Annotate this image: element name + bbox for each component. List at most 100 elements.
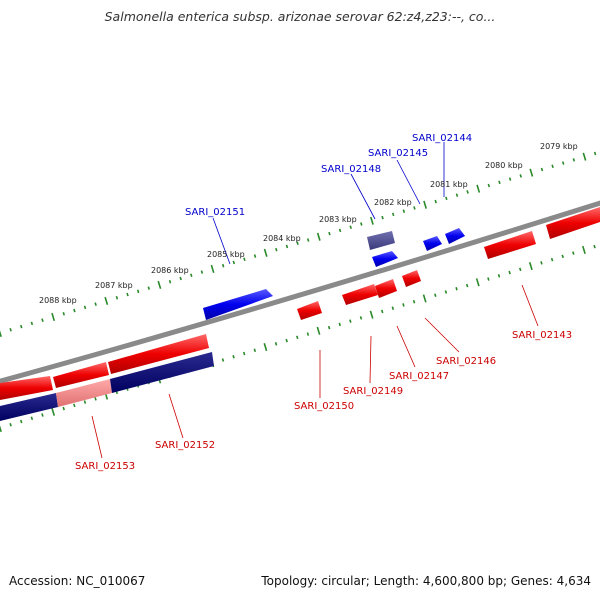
scale-tick: [497, 274, 501, 278]
scale-tick: [157, 280, 162, 289]
scale-tick: [232, 354, 235, 359]
gene-label-sari-02151[interactable]: SARI_02151: [185, 207, 245, 218]
scale-tick: [413, 206, 416, 210]
scale-tick: [529, 168, 534, 177]
scale-tick: [285, 338, 288, 343]
scale-label: 2087 kbp: [95, 281, 133, 290]
scale-label: 2088 kbp: [39, 296, 77, 305]
leader-sari-02143: [521, 284, 539, 327]
gene-label-sari-02145[interactable]: SARI_02145: [368, 148, 428, 159]
gene-sari-02148-slate[interactable]: [367, 231, 395, 250]
scale-tick: [593, 244, 596, 249]
gene-sari-02153-navy[interactable]: [0, 393, 58, 421]
scale-tick: [73, 308, 76, 313]
gene-label-sari-02153[interactable]: SARI_02153: [75, 461, 135, 472]
gene-sari-02148[interactable]: [372, 251, 398, 267]
scale-tick: [338, 322, 341, 327]
scale-tick: [83, 305, 87, 310]
scale-tick: [582, 245, 586, 254]
scale-tick: [455, 193, 459, 197]
gene-label-sari-02152[interactable]: SARI_02152: [155, 440, 215, 451]
scale-tick: [9, 422, 12, 427]
gene-label-sari-02149[interactable]: SARI_02149: [343, 386, 403, 397]
scale-tick: [465, 283, 469, 288]
gene-sari-02151[interactable]: [203, 289, 273, 320]
scale-tick: [126, 292, 129, 297]
scale-tick: [62, 312, 65, 316]
scale-label: 2082 kbp: [374, 198, 412, 207]
genome-summary: Topology: circular; Length: 4,600,800 bp…: [261, 574, 591, 588]
scale-tick: [540, 167, 544, 172]
gene-sari-02153-red[interactable]: [0, 376, 53, 400]
scale-tick: [572, 158, 576, 162]
leader-sari-02152: [168, 393, 184, 439]
scale-tick: [381, 215, 384, 220]
scale-tick: [349, 319, 352, 323]
scale-tick: [572, 251, 575, 255]
scale-label: 2086 kbp: [151, 266, 189, 275]
gene-label-sari-02148[interactable]: SARI_02148: [321, 164, 381, 175]
gene-sari-02152-red-2[interactable]: [108, 334, 209, 374]
accession-label: Accession: NC_010067: [9, 574, 146, 588]
gene-sari-02143[interactable]: [484, 231, 536, 259]
scale-tick: [306, 332, 310, 336]
scale-tick: [328, 231, 331, 236]
scale-tick: [370, 216, 374, 225]
gene-sari-02152-red[interactable]: [53, 362, 109, 388]
gene-label-sari-02146[interactable]: SARI_02146: [436, 356, 496, 367]
scale-tick: [263, 342, 268, 352]
scale-tick: [296, 241, 299, 246]
leader-sari-02149: [369, 335, 372, 384]
reverse-genes: [0, 207, 600, 421]
gene-sari-02147[interactable]: [375, 279, 397, 298]
scale-tick: [275, 247, 278, 252]
scale-tick: [190, 273, 193, 278]
gene-label-sari-02147[interactable]: SARI_02147: [389, 371, 449, 382]
gene-sari-02149[interactable]: [342, 284, 378, 305]
scale-tick: [487, 277, 490, 281]
gene-sari-02143-2[interactable]: [546, 207, 600, 239]
scale-label: 2081 kbp: [430, 180, 468, 189]
scale-label: 2083 kbp: [319, 215, 357, 224]
scale-tick: [51, 312, 56, 322]
scale-tick: [296, 335, 299, 340]
scale-tick: [359, 316, 363, 320]
gene-sari-02144[interactable]: [445, 228, 465, 244]
gene-sari-02146[interactable]: [402, 270, 421, 287]
scale-tick: [519, 174, 522, 178]
scale-tick: [434, 293, 437, 297]
scale-tick: [51, 407, 56, 416]
scale-tick: [221, 358, 225, 362]
leader-sari-02147: [396, 325, 416, 368]
scale-tick: [466, 190, 469, 194]
scale-tick: [338, 228, 342, 233]
gene-sari-02152-navy[interactable]: [110, 352, 214, 393]
scale-tick: [455, 286, 458, 291]
scale-tick: [519, 267, 522, 272]
leader-sari-02153: [91, 415, 103, 459]
leader-sari-02145: [396, 159, 421, 205]
scale-tick: [147, 286, 151, 290]
scale-tick: [115, 295, 119, 300]
scale-tick: [41, 318, 44, 322]
gene-label-sari-02143[interactable]: SARI_02143: [512, 330, 572, 341]
scale-tick: [444, 290, 448, 294]
scale-tick: [316, 326, 321, 335]
gene-sari-02150[interactable]: [297, 301, 322, 320]
scale-tick: [210, 264, 215, 273]
forward-gene-labels: SARI_02144 SARI_02145 SARI_02148 SARI_02…: [185, 133, 472, 218]
gene-sari-02145[interactable]: [423, 236, 442, 251]
scale-tick: [200, 270, 204, 274]
gene-label-sari-02150[interactable]: SARI_02150: [294, 401, 354, 412]
scale-tick: [402, 209, 406, 213]
scale-tick: [263, 248, 268, 257]
gene-label-sari-02144[interactable]: SARI_02144: [412, 133, 472, 144]
gene-sari-02153-pale[interactable]: [56, 379, 112, 407]
scale-tick: [487, 183, 491, 188]
scale-tick: [94, 302, 97, 306]
scale-tick: [30, 321, 34, 326]
scale-tick: [582, 152, 587, 161]
forward-genes: [203, 228, 465, 320]
leader-sari-02148: [350, 173, 376, 220]
